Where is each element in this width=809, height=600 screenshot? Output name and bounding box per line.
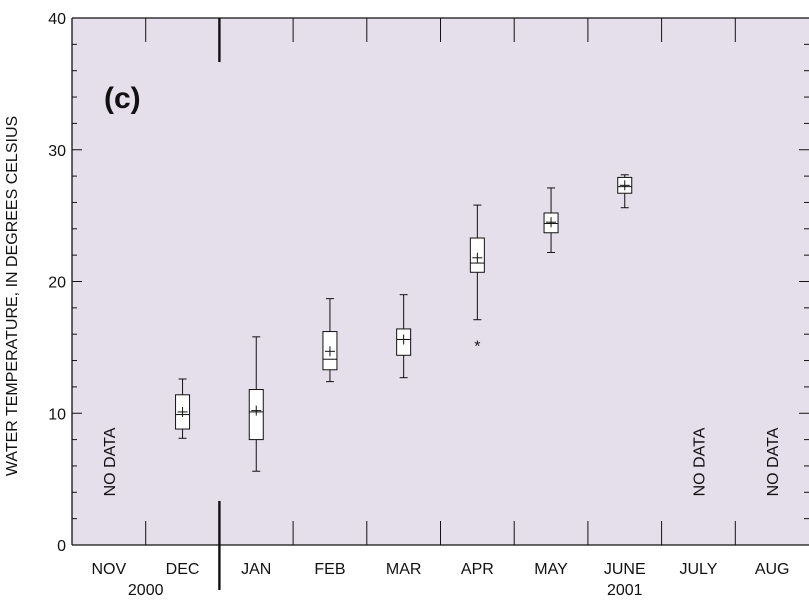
- x-tick-label: AUG: [755, 561, 790, 578]
- outlier-point: *: [474, 338, 480, 355]
- x-tick-label: NOV: [92, 561, 127, 578]
- y-tick-label: 40: [48, 11, 66, 28]
- x-tick-label: APR: [461, 561, 494, 578]
- y-tick-label: 30: [48, 143, 66, 160]
- x-tick-label: JUNE: [604, 561, 646, 578]
- box-dec: [175, 378, 191, 439]
- box-series: *: [175, 174, 633, 472]
- panel-label: (c): [104, 82, 141, 115]
- box-may: [543, 187, 559, 254]
- x-tick-label: DEC: [166, 561, 200, 578]
- plot-area-background: [72, 18, 809, 545]
- no-data-label: NO DATA: [691, 427, 708, 496]
- box-apr: *: [469, 204, 485, 355]
- x-tick-label: MAR: [386, 561, 422, 578]
- y-tick-label: 10: [48, 406, 66, 423]
- x-tick-label: JULY: [679, 561, 717, 578]
- year-label: 2001: [607, 582, 643, 599]
- x-axis: NOV DEC JAN FEB MAR APR MAY JUNE JULY AUG 2000 2001: [92, 18, 790, 599]
- y-axis: 0 10 20 30 40: [48, 11, 809, 555]
- box-feb: [322, 298, 338, 383]
- x-tick-label: FEB: [314, 561, 345, 578]
- x-tick-label: JAN: [241, 561, 271, 578]
- no-data-label: NO DATA: [102, 427, 119, 496]
- annotations: NO DATA NO DATA NO DATA: [102, 427, 782, 496]
- box-june: [617, 174, 633, 209]
- x-tick-label: MAY: [534, 561, 568, 578]
- box-jan: [248, 336, 264, 472]
- y-axis-label: WATER TEMPERATURE, IN DEGREES CELSIUS: [4, 116, 21, 476]
- y-tick-label: 20: [48, 275, 66, 292]
- no-data-label: NO DATA: [765, 427, 782, 496]
- y-tick-label: 0: [57, 538, 66, 555]
- year-label: 2000: [128, 582, 164, 599]
- box-mar: [396, 294, 412, 379]
